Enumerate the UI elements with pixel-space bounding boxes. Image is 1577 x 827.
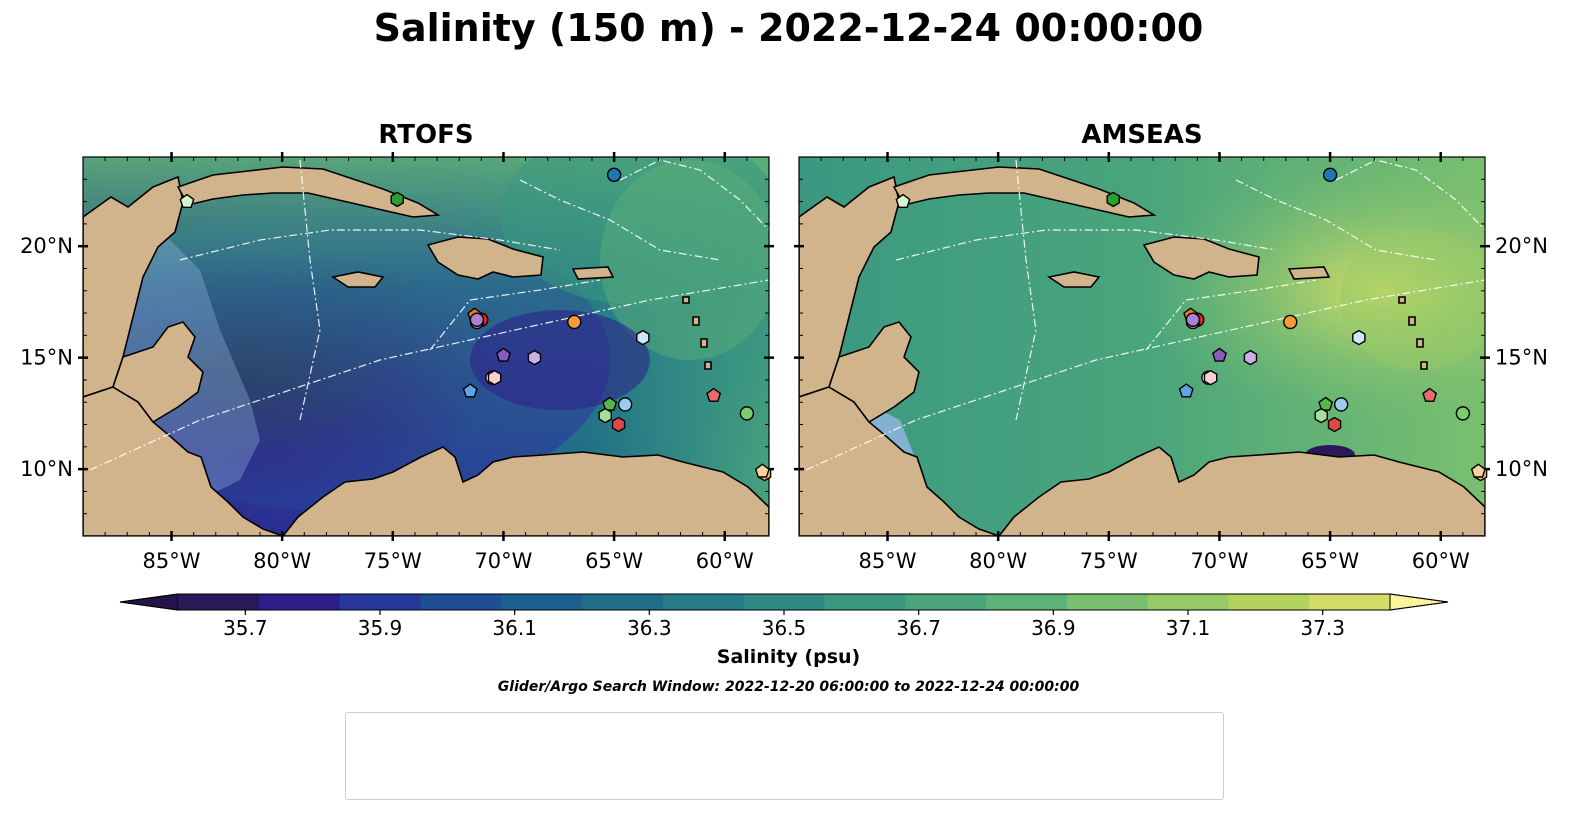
colorbar-outline [119,593,1449,611]
x-tick-label: 75°W [1080,549,1138,573]
colorbar-tick-label: 36.9 [1031,616,1076,640]
x-tick-label: 80°W [969,549,1027,573]
x-tick-label: 70°W [1190,549,1248,573]
colorbar-segment [743,594,825,610]
colorbar-tick-label: 36.7 [896,616,941,640]
float-marker-5906339 [706,387,722,402]
y-tick-label: 10°N [20,457,73,481]
float-marker-1902314 [606,167,622,183]
float-marker-4903354 [895,193,911,209]
float-marker-4903244 [754,463,770,478]
float-marker-6903135 [1211,347,1227,362]
colorbar: 35.7 35.9 36.1 36.3 36.5 36.7 36.9 37.1 37.3 [119,593,1449,640]
x-tick-label: 80°W [253,549,311,573]
amseas-frame [798,156,1486,537]
float-marker-4903354 [179,193,195,209]
colorbar-tick-label: 36.1 [492,616,537,640]
colorbar-segment [905,594,987,610]
float-marker-6903136 [1185,312,1201,327]
colorbar-tick-label: 35.9 [358,616,403,640]
float-marker-6903136 [469,312,485,327]
x-tick-label: 70°W [474,549,532,573]
colorbar-under-arrow [119,593,179,611]
panel-title-rtofs: RTOFS [378,120,474,150]
colorbar-tick-label: 36.3 [627,616,672,640]
float-marker-4903333 [390,191,404,208]
rtofs-map [83,157,769,536]
float-marker-4903347 [739,406,755,421]
colorbar-segment [986,594,1068,610]
y-tick-label: 10°N [1495,457,1548,481]
colorbar-segment [178,594,260,610]
float-marker-5906339 [1422,387,1438,402]
legend-box [345,712,1224,800]
panel-title-amseas: AMSEAS [1081,120,1203,150]
float-marker-4903629 [1327,416,1342,433]
float-marker-4903347 [1455,406,1471,421]
x-tick-label: 85°W [859,549,917,573]
x-tick-label: 60°W [696,549,754,573]
float-marker-2903766 [462,383,478,398]
colorbar-label: Salinity (psu) [716,646,861,668]
rtofs-frame [82,156,770,537]
x-tick-label: 65°W [1301,549,1359,573]
y-tick-label: 15°N [1495,346,1548,370]
y-tick-label: 15°N [20,346,73,370]
colorbar-segment [1066,594,1149,610]
colorbar-segment [662,594,745,610]
float-marker-2903766 [1178,383,1194,398]
float-marker-6903137 [527,349,542,366]
float-marker-6903137 [1243,349,1258,366]
search-window-label: Glider/Argo Search Window: 2022-12-20 06… [497,679,1080,695]
float-marker-6903135 [495,347,511,362]
x-tick-label: 75°W [364,549,422,573]
figure-title: Salinity (150 m) - 2022-12-24 00:00:00 [373,6,1204,50]
colorbar-tick-label: 35.7 [223,616,268,640]
float-marker-3901860 [617,397,633,412]
colorbar-segment [824,594,906,610]
float-marker-3901860 [1333,397,1349,412]
float-marker-3902457 [567,314,582,330]
colorbar-over-arrow [1389,593,1449,611]
float-marker-6903134 [1203,369,1218,386]
colorbar-segment [1309,594,1391,610]
float-marker-4903344 [602,396,618,411]
x-tick-label: 60°W [1412,549,1470,573]
float-marker-3902457 [1283,314,1298,330]
float-marker-4903349 [1314,407,1329,424]
float-marker-1902314 [1322,167,1338,183]
colorbar-segment [258,594,341,610]
x-tick-label: 85°W [143,549,201,573]
colorbar-tick-label: 37.3 [1300,616,1345,640]
float-marker-3901861 [636,329,650,346]
float-marker-4903349 [598,407,612,424]
y-tick-label: 20°N [1495,234,1548,258]
colorbar-segment [501,594,583,610]
float-marker-4903244 [1470,463,1486,478]
colorbar-segment [1228,594,1310,610]
x-tick-label: 65°W [585,549,643,573]
colorbar-segment [1147,594,1229,610]
float-marker-4903629 [611,416,626,433]
float-marker-4903344 [1318,396,1334,411]
amseas-map [799,157,1485,536]
colorbar-segment [420,594,502,610]
colorbar-tick-label: 37.1 [1166,616,1211,640]
float-marker-4903333 [1106,191,1121,208]
float-marker-3901861 [1352,329,1366,346]
y-tick-label: 20°N [20,234,73,258]
colorbar-segment [339,594,421,610]
float-marker-6903134 [487,369,502,386]
colorbar-tick-label: 36.5 [762,616,807,640]
colorbar-segment [582,594,664,610]
